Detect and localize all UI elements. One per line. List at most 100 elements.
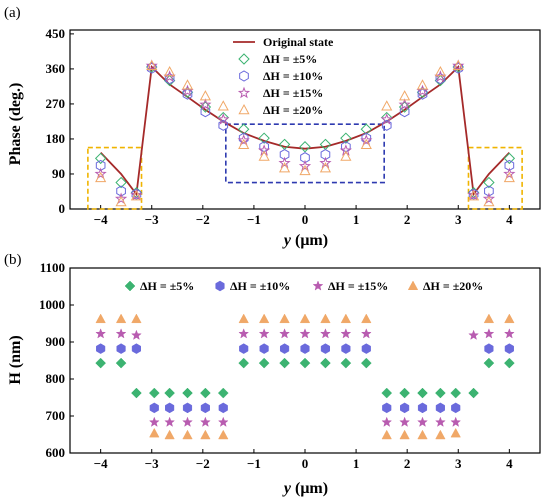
panel-b-ytick-label: 800 bbox=[46, 371, 66, 386]
data-point bbox=[238, 357, 250, 369]
data-point bbox=[182, 429, 193, 440]
data-point bbox=[131, 343, 141, 354]
data-point bbox=[200, 387, 211, 399]
legend-marker bbox=[312, 280, 324, 291]
data-point bbox=[200, 106, 211, 118]
data-point bbox=[417, 416, 428, 427]
data-point bbox=[450, 416, 462, 427]
data-point bbox=[434, 65, 446, 77]
data-point bbox=[467, 188, 480, 201]
data-point bbox=[148, 387, 160, 399]
data-point bbox=[146, 62, 157, 74]
data-point bbox=[452, 59, 465, 72]
data-point bbox=[259, 343, 269, 354]
panel-b-xtick-label: 2 bbox=[404, 456, 411, 471]
data-point bbox=[399, 106, 410, 118]
data-point bbox=[217, 113, 230, 125]
data-point bbox=[467, 190, 480, 201]
panel-a-xlabel-var: y bbox=[282, 232, 292, 249]
data-point bbox=[381, 100, 393, 111]
panel-a-ytick-label: 270 bbox=[46, 96, 66, 111]
data-point bbox=[237, 134, 250, 146]
legend-marker bbox=[238, 103, 250, 115]
data-point bbox=[163, 70, 176, 82]
panel-a-xtick-label: −3 bbox=[145, 212, 159, 227]
data-point bbox=[299, 313, 311, 324]
legend-label: ΔH = ±10% bbox=[263, 69, 323, 83]
data-point bbox=[239, 343, 249, 354]
panel-a-ytick-label: 90 bbox=[52, 166, 65, 181]
data-point bbox=[148, 416, 160, 427]
data-point bbox=[145, 59, 158, 72]
legend-marker bbox=[407, 280, 419, 290]
data-point bbox=[483, 176, 495, 189]
data-point bbox=[503, 167, 516, 180]
data-point bbox=[299, 357, 311, 369]
data-point bbox=[319, 156, 332, 169]
data-point bbox=[503, 171, 515, 183]
data-point bbox=[149, 427, 160, 438]
data-point bbox=[115, 313, 127, 324]
data-point bbox=[130, 329, 142, 340]
data-point bbox=[484, 343, 494, 354]
panel-b-xtick-label: 1 bbox=[353, 456, 360, 471]
data-point bbox=[299, 141, 311, 153]
data-point bbox=[340, 357, 352, 369]
legend-marker bbox=[238, 53, 250, 65]
panel-b-ytick-label: 600 bbox=[46, 445, 66, 460]
data-point bbox=[164, 429, 175, 440]
data-point bbox=[320, 357, 331, 369]
panel-a-xlabel-unit: (μm) bbox=[295, 232, 328, 249]
data-point bbox=[218, 402, 228, 414]
data-point bbox=[400, 402, 410, 414]
data-point bbox=[199, 90, 211, 101]
panel-b-xlabel-var: y bbox=[282, 480, 292, 497]
data-point bbox=[340, 313, 352, 324]
panel-a-plot: −4 −3 −2 −1 0 1 2 3 4 0 90 180 270 360 450 Original sta… bbox=[46, 26, 541, 227]
data-point bbox=[131, 313, 142, 324]
panel-a: (a) −4 −3 −2 −1 0 1 2 3 4 0 90 180 270 360 450 Original… bbox=[4, 5, 541, 249]
data-point bbox=[298, 159, 312, 172]
data-point bbox=[182, 416, 193, 427]
panel-b: (b) −4 −3 −2 −1 0 1 2 3 4 600 700 800 900 1000 1100 ΔH … bbox=[4, 252, 541, 497]
data-point bbox=[398, 101, 411, 113]
data-point bbox=[95, 328, 107, 339]
data-point bbox=[483, 328, 495, 339]
panel-b-xlabel-unit: (μm) bbox=[295, 480, 328, 497]
data-point bbox=[164, 65, 176, 77]
data-point bbox=[503, 328, 515, 339]
data-point bbox=[299, 328, 311, 339]
data-point bbox=[258, 150, 270, 161]
data-point bbox=[95, 171, 107, 183]
panel-b-xtick-label: −4 bbox=[94, 456, 108, 471]
data-point bbox=[258, 328, 270, 339]
data-point bbox=[146, 59, 158, 71]
data-point bbox=[361, 313, 372, 324]
panel-b-xtick-label: −2 bbox=[196, 456, 210, 471]
legend-marker bbox=[215, 280, 225, 292]
data-point bbox=[435, 429, 446, 440]
data-point bbox=[382, 402, 392, 414]
data-point bbox=[435, 402, 445, 414]
data-point bbox=[149, 402, 159, 414]
data-point bbox=[320, 343, 331, 354]
data-point bbox=[279, 148, 290, 161]
legend-label-original: Original state bbox=[263, 35, 334, 49]
data-point bbox=[399, 429, 410, 440]
data-point bbox=[360, 134, 373, 146]
panel-b-xtick-label: 0 bbox=[302, 456, 309, 471]
data-point bbox=[417, 402, 428, 414]
data-point bbox=[182, 387, 193, 399]
data-point bbox=[417, 88, 428, 100]
data-point bbox=[130, 190, 143, 201]
data-point bbox=[279, 343, 290, 354]
data-point bbox=[182, 88, 193, 100]
panel-a-ytick-label: 360 bbox=[46, 61, 66, 76]
data-point bbox=[165, 402, 175, 414]
data-point bbox=[504, 343, 514, 354]
data-point bbox=[483, 195, 495, 207]
data-point bbox=[115, 176, 127, 189]
data-point bbox=[399, 416, 411, 427]
data-point bbox=[94, 167, 107, 180]
data-point bbox=[218, 429, 229, 440]
